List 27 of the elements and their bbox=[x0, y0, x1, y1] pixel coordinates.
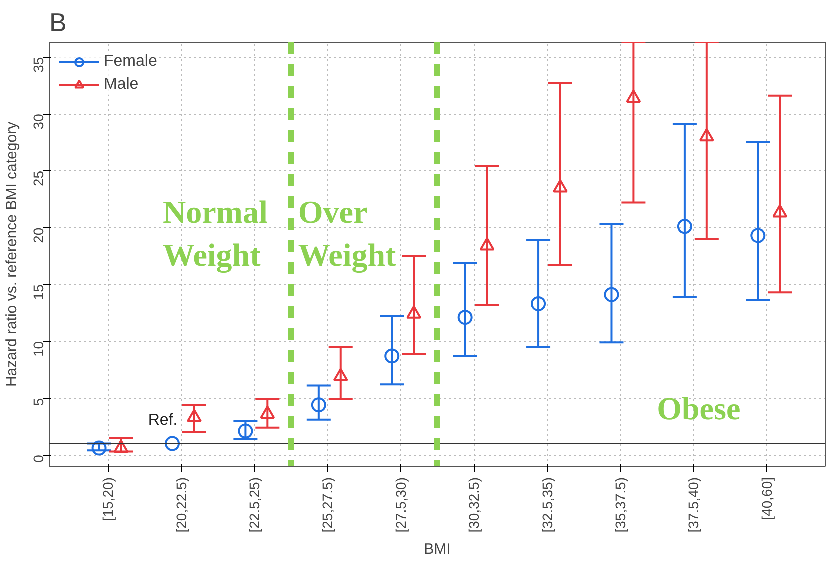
x-tick-label: [20,22.5) bbox=[173, 477, 190, 533]
x-tick-label: [22.5,25) bbox=[246, 477, 262, 533]
y-tick-label: 5 bbox=[30, 398, 46, 406]
y-tick-label: 0 bbox=[30, 454, 46, 463]
x-tick-label: [25,27.5) bbox=[320, 477, 336, 533]
x-axis-title: BMI bbox=[424, 540, 451, 558]
x-tick-label: [35,37.5) bbox=[612, 477, 629, 533]
x-tick-label: [30,32.5) bbox=[466, 477, 482, 533]
x-tick-label: [27.5,30) bbox=[392, 477, 409, 533]
x-tick-label: [15,20) bbox=[100, 477, 116, 522]
chart-title: B bbox=[50, 8, 67, 38]
y-tick-label: 25 bbox=[30, 170, 46, 187]
x-tick-label: [37.5,40) bbox=[686, 477, 702, 533]
x-tick-label: [40,60] bbox=[758, 477, 775, 520]
legend-label: Female bbox=[104, 53, 158, 71]
x-tick-label: [32.5,35) bbox=[539, 477, 556, 533]
y-axis-title: Hazard ratio vs. reference BMI category bbox=[4, 121, 20, 388]
annotation: Normal Weight bbox=[162, 194, 268, 274]
annotation: Over Weight bbox=[298, 194, 397, 274]
y-tick-label: 30 bbox=[30, 114, 46, 130]
annotation: Ref. bbox=[148, 412, 178, 429]
y-tick-label: 35 bbox=[30, 57, 46, 73]
y-tick-label: 15 bbox=[30, 284, 46, 300]
annotation: Obese bbox=[657, 390, 741, 427]
y-tick-label: 20 bbox=[30, 228, 46, 244]
y-tick-label: 10 bbox=[30, 341, 46, 358]
legend-label: Male bbox=[104, 76, 139, 94]
